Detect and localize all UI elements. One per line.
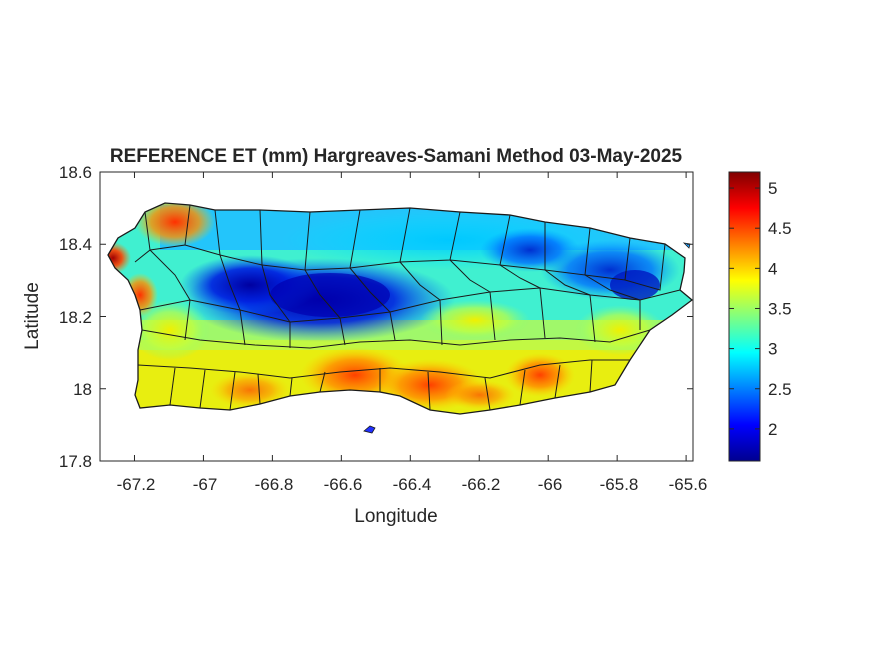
- x-tick-labels: -67.2 -67 -66.8 -66.6 -66.4 -66.2 -66 -6…: [117, 475, 708, 494]
- x-tick-label: -67: [193, 475, 218, 494]
- y-tick-labels: 18.6 18.4 18.2 18 17.8: [59, 163, 92, 471]
- x-tick-label: -66.6: [324, 475, 363, 494]
- y-tick-label: 18.2: [59, 308, 92, 327]
- colorbar-tick-label: 5: [768, 179, 777, 198]
- y-tick-label: 18.4: [59, 235, 92, 254]
- colorbar-tick-label: 2: [768, 420, 777, 439]
- colorbar-tick-label: 4.5: [768, 219, 792, 238]
- x-tick-label: -66: [538, 475, 563, 494]
- x-tick-label: -66.2: [462, 475, 501, 494]
- colorbar-tick-label: 2.5: [768, 380, 792, 399]
- x-tick-label: -66.8: [255, 475, 294, 494]
- y-ticks: [100, 171, 693, 462]
- island-outline: [107, 202, 694, 415]
- municipality-boundaries: [134, 204, 681, 411]
- chart-title: REFERENCE ET (mm) Hargreaves-Samani Meth…: [110, 146, 683, 167]
- colorbar: [728, 171, 761, 462]
- colorbar-tick-label: 3.5: [768, 299, 792, 318]
- x-axis-label: Longitude: [354, 506, 437, 527]
- x-tick-label: -65.6: [669, 475, 708, 494]
- x-tick-label: -66.4: [393, 475, 432, 494]
- colorbar-tick-label: 3: [768, 340, 777, 359]
- colorbar-tick-labels: 5 4.5 4 3.5 3 2.5 2: [768, 179, 792, 439]
- y-tick-label: 17.8: [59, 452, 92, 471]
- x-ticks: [133, 172, 687, 461]
- y-tick-label: 18.6: [59, 163, 92, 182]
- colorbar-tick-label: 4: [768, 259, 777, 278]
- colorbar-ticks: [729, 187, 760, 430]
- x-tick-label: -65.8: [600, 475, 639, 494]
- y-tick-label: 18: [73, 380, 92, 399]
- x-tick-label: -67.2: [117, 475, 156, 494]
- y-axis-label: Latitude: [22, 282, 43, 350]
- small-island: [363, 425, 376, 434]
